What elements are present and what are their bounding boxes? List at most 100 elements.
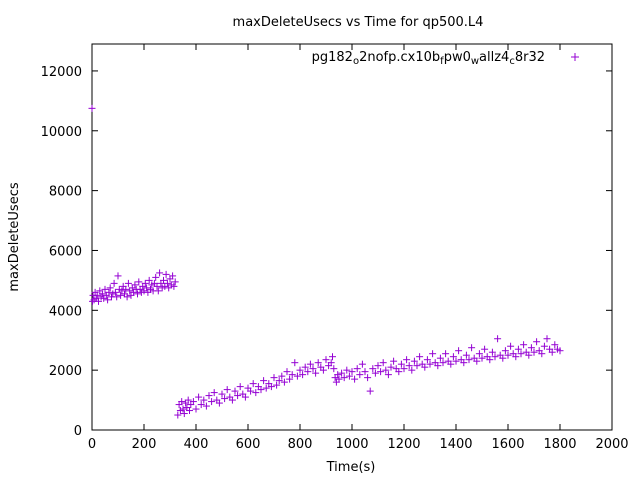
data-point (170, 282, 178, 290)
data-point (447, 360, 455, 368)
data-point (131, 281, 139, 289)
data-point (154, 287, 162, 295)
legend-label-part: pg182 (312, 50, 353, 65)
data-point (348, 368, 356, 376)
data-point (301, 363, 309, 371)
data-point (197, 401, 205, 409)
data-point (221, 395, 229, 403)
data-point (200, 396, 208, 404)
legend-label-part: c (509, 56, 515, 67)
data-point (475, 350, 483, 358)
data-point (395, 368, 403, 376)
data-point (283, 368, 291, 376)
data-point (525, 351, 533, 359)
data-point (113, 293, 121, 301)
data-point (551, 341, 559, 349)
data-point (306, 360, 314, 368)
data-point (369, 365, 377, 373)
data-point (262, 384, 270, 392)
y-tick-label: 4000 (49, 304, 82, 319)
data-point (257, 386, 265, 394)
data-point (449, 353, 457, 361)
data-point (423, 356, 431, 364)
y-axis: 0 2000 4000 6000 8000 10000 12000 (41, 65, 612, 439)
data-point (507, 342, 515, 350)
data-point (205, 392, 213, 400)
data-point (160, 276, 167, 284)
data-point (156, 269, 164, 277)
data-point (101, 285, 109, 293)
data-point (426, 360, 434, 368)
data-point (145, 276, 153, 284)
y-tick-label: 6000 (49, 244, 82, 259)
data-point (122, 285, 130, 293)
data-point (231, 387, 239, 395)
data-point (442, 350, 450, 358)
data-point (408, 366, 416, 374)
y-tick-label: 8000 (49, 185, 82, 200)
data-point (210, 389, 218, 397)
data-point (413, 362, 421, 370)
data-point (296, 366, 304, 374)
data-point (491, 353, 499, 361)
data-point (178, 398, 186, 406)
x-tick-label: 400 (184, 437, 209, 452)
data-point (179, 405, 187, 413)
data-point (473, 357, 481, 365)
x-tick-label: 600 (236, 437, 261, 452)
data-point (494, 335, 502, 343)
data-point (106, 284, 114, 292)
data-point (123, 293, 131, 301)
data-point (124, 279, 132, 287)
data-point (538, 350, 546, 358)
data-point (141, 279, 149, 287)
data-point (104, 296, 112, 304)
x-tick-label: 1600 (491, 437, 524, 452)
data-point (208, 398, 216, 406)
data-point (486, 356, 494, 364)
data-point (481, 345, 489, 353)
data-point (520, 341, 528, 349)
data-point (312, 369, 320, 377)
data-point (343, 366, 351, 374)
data-point (218, 390, 226, 398)
data-point (353, 365, 361, 373)
data-point (228, 396, 236, 404)
data-point (309, 365, 317, 373)
legend-label-part: pw0 (444, 50, 471, 65)
data-point (189, 398, 197, 406)
data-point (288, 371, 296, 379)
data-point (335, 375, 343, 383)
data-point (358, 360, 366, 368)
data-point (345, 372, 353, 380)
legend-label-part: 8r32 (515, 50, 545, 65)
data-point (512, 353, 520, 361)
data-point (241, 393, 249, 401)
data-point (134, 290, 141, 298)
data-point (356, 371, 364, 379)
data-point (252, 389, 260, 397)
data-point (416, 353, 424, 361)
data-point (504, 351, 512, 359)
x-tick-label: 2000 (595, 437, 628, 452)
data-point (334, 371, 342, 379)
x-axis-label: Time(s) (326, 460, 376, 475)
data-point (293, 372, 301, 380)
data-point (169, 272, 177, 280)
data-point (135, 278, 143, 286)
legend-label-part: o (353, 56, 359, 67)
data-point (202, 402, 210, 410)
data-point (152, 273, 160, 281)
data-point (382, 366, 390, 374)
data-point (429, 350, 437, 358)
data-point (377, 368, 385, 376)
data-point (110, 279, 118, 287)
x-tick-label: 0 (88, 437, 96, 452)
data-point (403, 356, 411, 364)
data-point (384, 371, 392, 379)
data-point (455, 347, 463, 355)
data-point (247, 387, 255, 395)
data-point (275, 377, 283, 385)
data-point (465, 356, 473, 364)
data-point (280, 378, 288, 386)
